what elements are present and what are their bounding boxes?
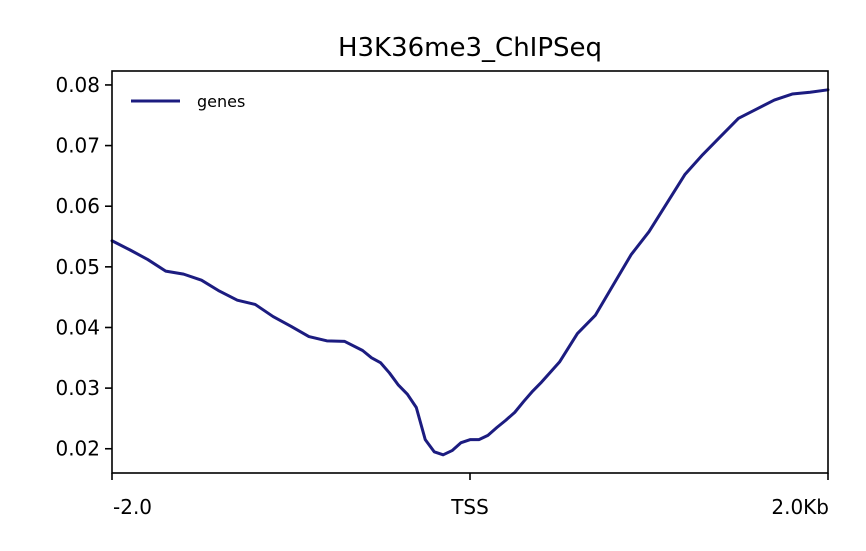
x-axis: -2.0 TSS 2.0Kb: [111, 473, 829, 519]
y-tick-label: 0.06: [55, 194, 100, 218]
y-tick-label: 0.02: [55, 437, 100, 461]
x-tick-label: -2.0: [113, 495, 152, 519]
y-tick-label: 0.08: [55, 73, 100, 97]
legend: genes: [131, 92, 245, 111]
y-tick-label: 0.04: [55, 315, 100, 339]
y-tick-label: 0.07: [55, 134, 100, 158]
y-tick-label: 0.05: [55, 255, 100, 279]
y-tick-label: 0.03: [55, 376, 100, 400]
x-tick-label: TSS: [450, 495, 489, 519]
chart-title: H3K36me3_ChIPSeq: [338, 33, 602, 63]
x-tick-label: 2.0Kb: [771, 495, 829, 519]
y-axis: 0.02 0.03 0.04 0.05 0.06 0.07 0.08: [55, 73, 112, 461]
legend-label: genes: [197, 92, 245, 111]
series-line-genes: [110, 88, 830, 457]
